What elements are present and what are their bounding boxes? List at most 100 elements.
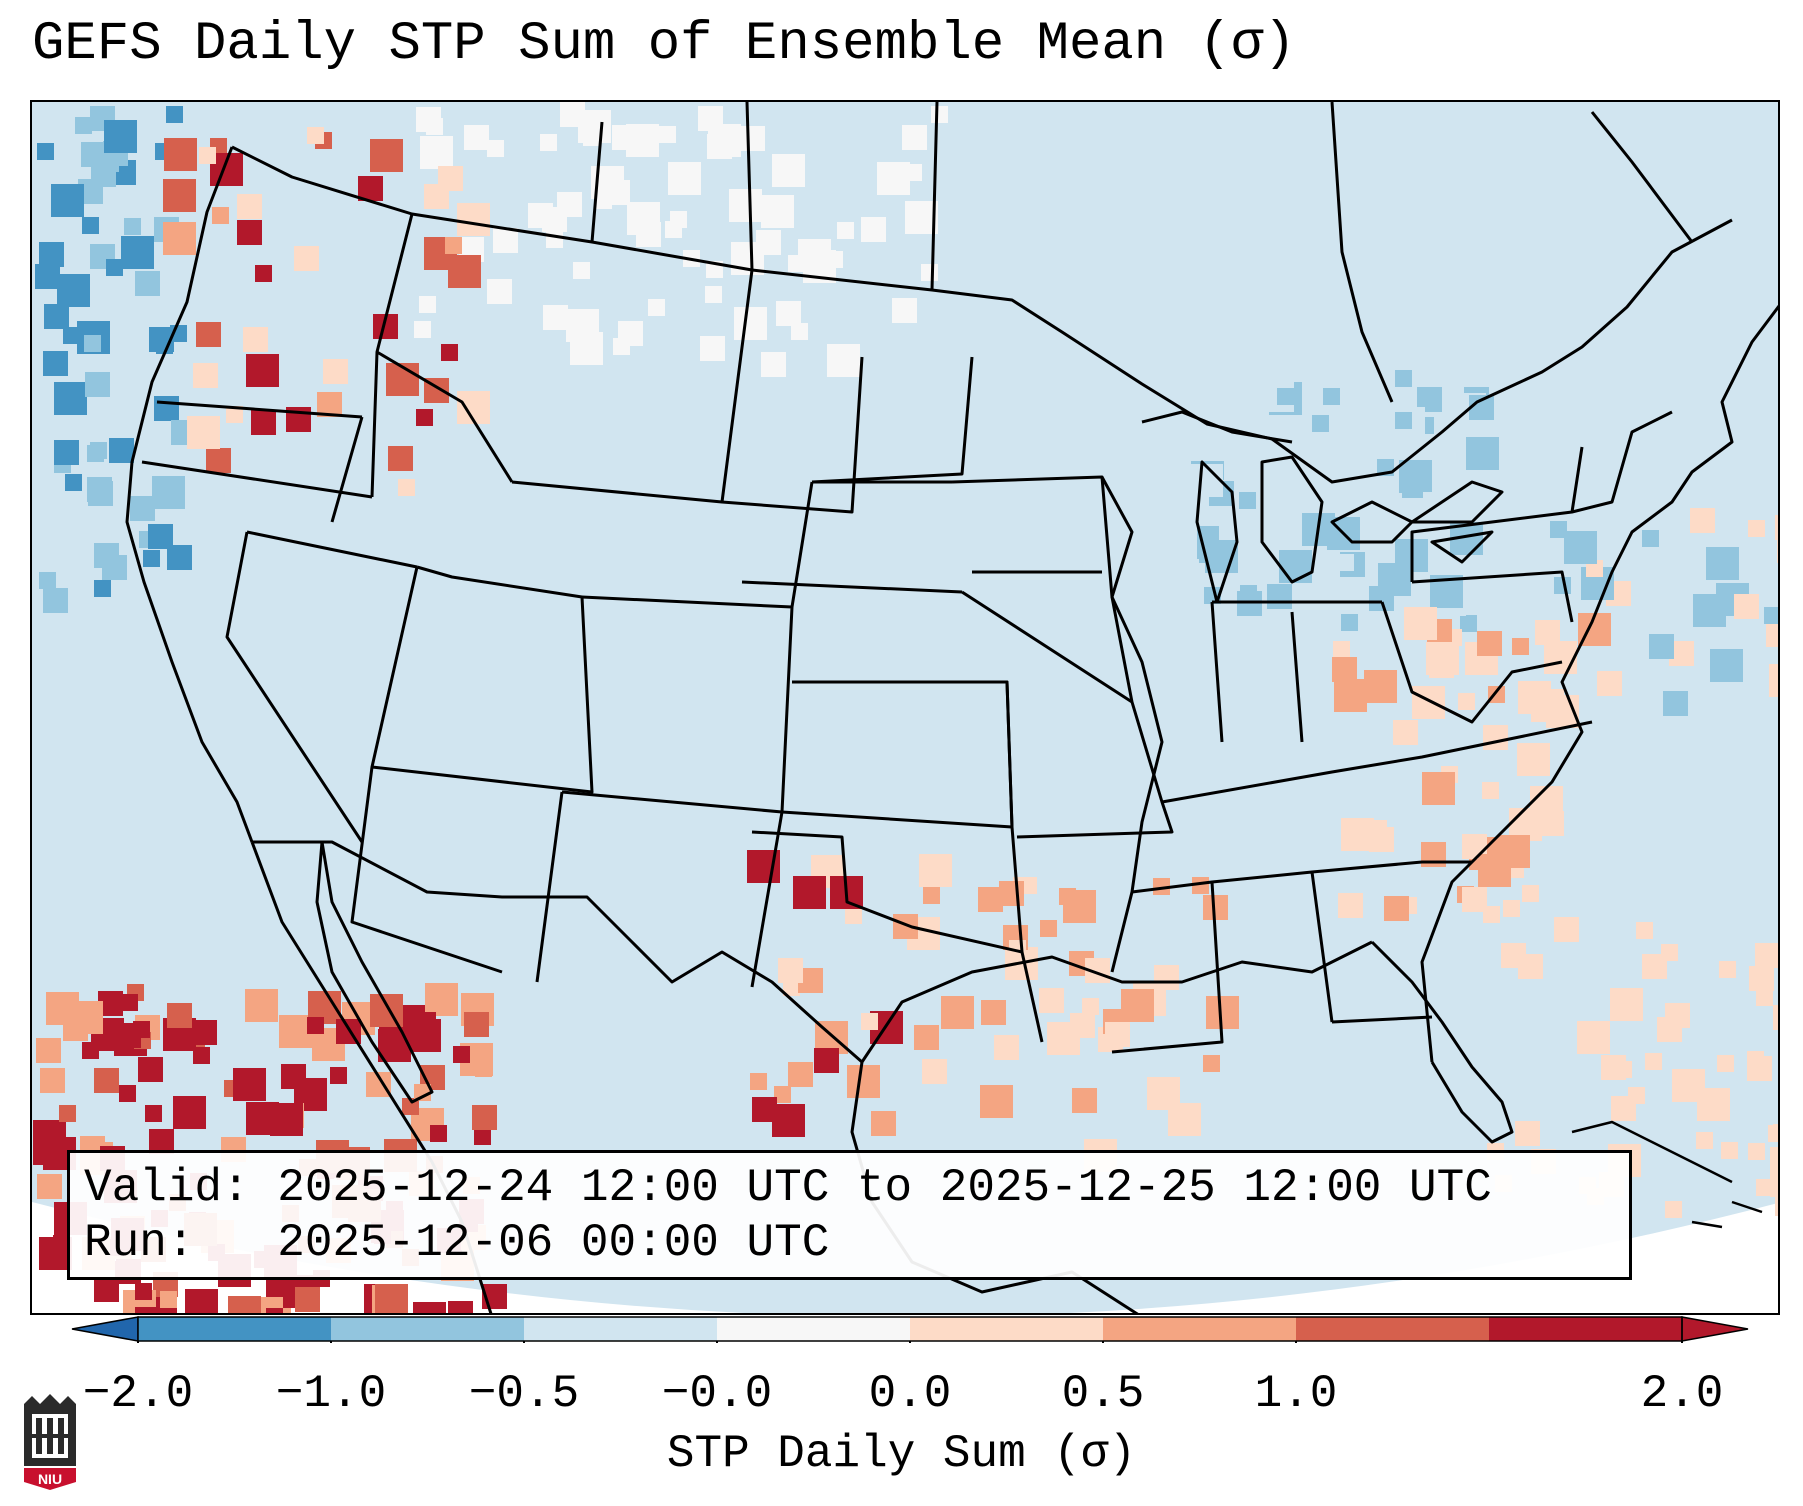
field-cell <box>403 1012 436 1045</box>
great-lakes <box>1141 410 1504 604</box>
field-cell <box>370 994 403 1027</box>
field-cell <box>1734 594 1759 619</box>
field-cell <box>1710 649 1743 682</box>
valid-row: Valid: 2025-12-24 12:00 UTC to 2025-12-2… <box>84 1161 1615 1216</box>
field-cell <box>279 1015 312 1048</box>
field-cell <box>255 265 272 282</box>
state-northeast <box>1410 410 1673 582</box>
field-cell <box>416 409 433 426</box>
field-cell <box>700 336 725 361</box>
state-ohio-valley <box>1161 600 1593 804</box>
field-cell <box>487 279 512 304</box>
field-cell <box>414 321 431 338</box>
field-cell <box>1039 988 1064 1013</box>
field-cell <box>1636 922 1653 939</box>
field-cell <box>243 327 268 352</box>
field-cell <box>566 309 599 342</box>
field-cell <box>323 359 348 384</box>
colorbar-tick-label: 0.5 <box>1061 1368 1145 1420</box>
field-cell <box>618 321 643 346</box>
field-cell <box>1082 998 1099 1015</box>
field-cell <box>980 1085 1013 1118</box>
field-cell <box>425 983 458 1016</box>
field-cell <box>1466 437 1499 470</box>
field-cell <box>1770 1147 1778 1172</box>
field-cell <box>375 1284 408 1313</box>
field-cell <box>1522 885 1539 902</box>
field-cell <box>91 162 116 187</box>
field-cell <box>119 1085 136 1102</box>
field-cell <box>761 195 794 228</box>
field-cell <box>245 989 278 1022</box>
field-cell <box>892 298 917 323</box>
field-cell <box>159 402 176 419</box>
field-cell <box>994 1035 1019 1060</box>
field-cell <box>109 438 134 463</box>
field-cell <box>457 203 490 236</box>
canada-us-border <box>231 145 1733 484</box>
field-cell <box>1697 1088 1730 1121</box>
colorbar-segment <box>331 1317 525 1341</box>
field-cell <box>1047 1022 1080 1055</box>
field-cell <box>752 1097 777 1122</box>
field-cell <box>999 881 1024 906</box>
field-cell <box>1338 893 1363 918</box>
field-cell <box>160 1291 177 1308</box>
colorbar-segment <box>1489 1317 1683 1341</box>
field-cell <box>94 1277 119 1302</box>
field-cell <box>70 1001 103 1034</box>
field-cell <box>75 117 92 134</box>
field-cell <box>1748 520 1765 537</box>
field-cell <box>1395 370 1412 387</box>
field-cell <box>1747 1051 1764 1068</box>
state-or-ca-nv <box>141 416 418 569</box>
colorbar-segment <box>910 1317 1104 1341</box>
colorbar-tick-label: −2.0 <box>82 1368 194 1420</box>
field-cell <box>44 304 69 329</box>
field-cell <box>1642 530 1659 547</box>
field-cell <box>35 264 60 289</box>
colorbar <box>71 1316 1749 1343</box>
boundaries <box>125 102 1778 1313</box>
field-cell <box>37 143 54 160</box>
field-cell <box>237 220 262 245</box>
field-cell <box>1341 614 1358 631</box>
field-cell <box>37 1174 62 1199</box>
field-cell <box>167 545 192 570</box>
field-cell <box>1749 966 1774 991</box>
field-cell <box>36 1038 61 1063</box>
field-cell <box>1192 877 1209 894</box>
field-cell <box>1775 1191 1778 1216</box>
state-ut-az <box>370 565 594 794</box>
field-cell <box>1501 943 1526 968</box>
field-cell <box>1395 412 1412 429</box>
field-cell <box>941 996 974 1029</box>
colorbar-tick-label: −1.0 <box>275 1368 387 1420</box>
field-cell <box>921 264 938 281</box>
field-cell <box>1105 1022 1130 1047</box>
field-cell <box>85 372 110 397</box>
field-cell <box>776 301 801 326</box>
field-cell <box>814 1048 839 1073</box>
field-cell <box>1168 1103 1201 1136</box>
field-cell <box>358 176 383 201</box>
field-cell <box>806 254 831 279</box>
field-cell <box>166 106 183 123</box>
field-cell <box>546 231 563 248</box>
field-cell <box>1770 1164 1778 1197</box>
field-cell <box>627 202 660 235</box>
field-cell <box>94 543 119 568</box>
field-cell <box>135 1283 152 1300</box>
field-cell <box>121 236 154 269</box>
field-cell <box>94 1068 119 1093</box>
field-cell <box>1059 888 1076 905</box>
field-cell <box>578 110 611 143</box>
colorbar-segments <box>71 1316 1749 1343</box>
field-cell <box>87 445 104 462</box>
field-cell <box>441 344 458 361</box>
field-cell <box>1756 989 1773 1006</box>
field-cell <box>84 335 101 352</box>
field-cell <box>756 230 781 255</box>
field-cell <box>228 1296 261 1313</box>
field-cell <box>388 446 413 471</box>
